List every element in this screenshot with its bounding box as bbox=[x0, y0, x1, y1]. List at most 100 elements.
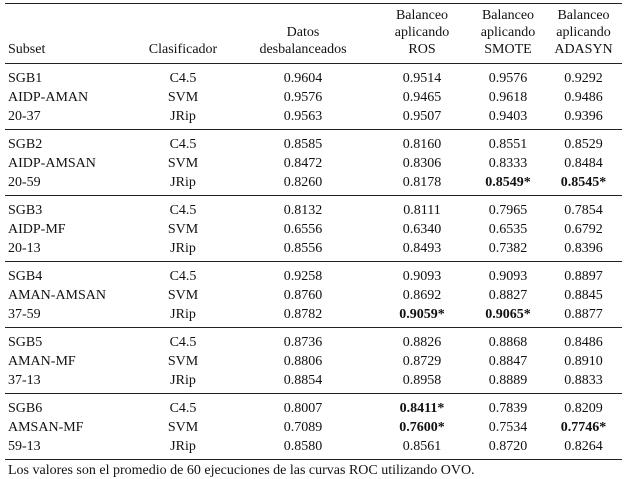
value-cell: 0.8484 bbox=[564, 156, 603, 171]
header-line: aplicando bbox=[394, 25, 450, 40]
subset-cell: AIDP-AMSAN bbox=[8, 156, 96, 171]
value-cell: 0.7534 bbox=[488, 420, 528, 435]
classifier-cell: C4.5 bbox=[169, 269, 197, 284]
value-cell: 0.8868 bbox=[488, 335, 528, 350]
column-header: Balanceo aplicando ROS bbox=[373, 3, 471, 64]
value-cell: 0.8411* bbox=[399, 401, 445, 416]
value-cell: 0.9618 bbox=[488, 90, 528, 105]
header-line: aplicando bbox=[556, 25, 611, 40]
value-cell: 0.6556 bbox=[283, 222, 323, 237]
value-cell: 0.8847 bbox=[488, 354, 528, 369]
table-body: SGB1 C4.5 0.9604 0.9514 0.9576 0.9292 AIDP-AMA… bbox=[5, 64, 622, 460]
value-cell: 0.8556 bbox=[233, 239, 373, 262]
classifier-cell: C4.5 bbox=[169, 203, 197, 218]
classifier-cell: SVM bbox=[167, 354, 199, 369]
subset-cell: SGB3 bbox=[8, 203, 43, 218]
subset-cell: AMAN-MF bbox=[8, 354, 76, 369]
value-cell: 0.8826 bbox=[402, 335, 442, 350]
value-cell: 0.9292 bbox=[564, 71, 603, 86]
table-row: SGB5 C4.5 0.8736 0.8826 0.8868 0.8486 bbox=[5, 328, 622, 353]
subset-cell: 20-13 bbox=[5, 239, 133, 262]
table-row: SGB2 C4.5 0.8585 0.8160 0.8551 0.8529 bbox=[5, 130, 622, 155]
value-cell: 0.8833 bbox=[545, 371, 622, 394]
value-cell: 0.8007 bbox=[283, 401, 323, 416]
subset-cell: 20-37 bbox=[5, 107, 133, 130]
classifier-cell: JRip bbox=[133, 107, 233, 130]
value-cell: 0.8806 bbox=[283, 354, 323, 369]
table-row: 20-59 JRip 0.8260 0.8178 0.8549* 0.8545* bbox=[5, 173, 622, 196]
header-line: Subset bbox=[8, 42, 46, 57]
value-cell: 0.7089 bbox=[283, 420, 323, 435]
value-cell: 0.8958 bbox=[373, 371, 471, 394]
value-cell: 0.8209 bbox=[564, 401, 603, 416]
value-cell: 0.8760 bbox=[283, 288, 323, 303]
classifier-cell: JRip bbox=[133, 239, 233, 262]
value-cell: 0.9507 bbox=[373, 107, 471, 130]
classifier-cell: C4.5 bbox=[169, 335, 197, 350]
table-row: SGB4 C4.5 0.9258 0.9093 0.9093 0.8897 bbox=[5, 262, 622, 287]
subset-cell: 37-13 bbox=[5, 371, 133, 394]
footnote: Los valores son el promedio de 60 ejecuc… bbox=[8, 463, 475, 478]
column-header: Balanceo aplicando SMOTE bbox=[471, 3, 545, 64]
table-row: 59-13 JRip 0.8580 0.8561 0.8720 0.8264 bbox=[5, 437, 622, 460]
value-cell: 0.8486 bbox=[564, 335, 603, 350]
subset-cell: SGB6 bbox=[8, 401, 43, 416]
table-row: AIDP-AMAN SVM 0.9576 0.9465 0.9618 0.9486 bbox=[5, 88, 622, 107]
value-cell: 0.8692 bbox=[402, 288, 442, 303]
value-cell: 0.8333 bbox=[488, 156, 528, 171]
value-cell: 0.9403 bbox=[471, 107, 545, 130]
value-cell: 0.8545* bbox=[545, 173, 622, 196]
classifier-cell: JRip bbox=[133, 173, 233, 196]
classifier-cell: JRip bbox=[133, 305, 233, 328]
table-row: AMAN-AMSAN SVM 0.8760 0.8692 0.8827 0.8845 bbox=[5, 286, 622, 305]
classifier-cell: SVM bbox=[167, 222, 199, 237]
subset-cell: AMSAN-MF bbox=[8, 420, 84, 435]
table-row: AIDP-MF SVM 0.6556 0.6340 0.6535 0.6792 bbox=[5, 220, 622, 239]
value-cell: 0.9563 bbox=[233, 107, 373, 130]
table-row: SGB3 C4.5 0.8132 0.8111 0.7965 0.7854 bbox=[5, 196, 622, 221]
classifier-cell: C4.5 bbox=[169, 137, 197, 152]
value-cell: 0.8132 bbox=[283, 203, 323, 218]
column-header: Balanceo aplicando ADASYN bbox=[545, 3, 622, 64]
subset-cell: 20-59 bbox=[5, 173, 133, 196]
value-cell: 0.8529 bbox=[564, 137, 603, 152]
value-cell: 0.9576 bbox=[283, 90, 323, 105]
subset-cell: AMAN-AMSAN bbox=[8, 288, 107, 303]
value-cell: 0.8160 bbox=[402, 137, 442, 152]
subset-cell: SGB5 bbox=[8, 335, 43, 350]
value-cell: 0.8178 bbox=[373, 173, 471, 196]
subset-cell: AIDP-AMAN bbox=[8, 90, 89, 105]
value-cell: 0.7382 bbox=[471, 239, 545, 262]
page: Subset Clasificador Datos desbalanceados Bal… bbox=[5, 3, 622, 478]
value-cell: 0.8827 bbox=[488, 288, 528, 303]
value-cell: 0.9396 bbox=[545, 107, 622, 130]
value-cell: 0.9604 bbox=[283, 71, 323, 86]
table-row: AIDP-AMSAN SVM 0.8472 0.8306 0.8333 0.8484 bbox=[5, 154, 622, 173]
value-cell: 0.9258 bbox=[283, 269, 323, 284]
header-line: aplicando bbox=[480, 25, 536, 40]
value-cell: 0.6535 bbox=[488, 222, 528, 237]
table-row: AMSAN-MF SVM 0.7089 0.7600* 0.7534 0.7746* bbox=[5, 418, 622, 437]
value-cell: 0.8585 bbox=[283, 137, 323, 152]
value-cell: 0.8897 bbox=[564, 269, 603, 284]
column-header: Subset bbox=[5, 3, 133, 64]
column-header: Clasificador bbox=[133, 3, 233, 64]
value-cell: 0.8472 bbox=[283, 156, 323, 171]
value-cell: 0.8910 bbox=[564, 354, 603, 369]
value-cell: 0.8264 bbox=[545, 437, 622, 460]
table-row: 37-13 JRip 0.8854 0.8958 0.8889 0.8833 bbox=[5, 371, 622, 394]
classifier-cell: C4.5 bbox=[169, 401, 197, 416]
subset-cell: SGB1 bbox=[8, 71, 43, 86]
subset-cell: 37-59 bbox=[5, 305, 133, 328]
value-cell: 0.9514 bbox=[402, 71, 442, 86]
value-cell: 0.6792 bbox=[564, 222, 603, 237]
classifier-cell: JRip bbox=[133, 371, 233, 394]
header-row: Subset Clasificador Datos desbalanceados Bal… bbox=[5, 3, 622, 64]
subset-cell: AIDP-MF bbox=[8, 222, 66, 237]
header-line: Balanceo bbox=[395, 8, 449, 23]
value-cell: 0.9093 bbox=[488, 269, 528, 284]
value-cell: 0.8782 bbox=[233, 305, 373, 328]
header-line: Clasificador bbox=[148, 42, 218, 57]
value-cell: 0.8845 bbox=[564, 288, 603, 303]
header-line: desbalanceados bbox=[259, 42, 347, 57]
